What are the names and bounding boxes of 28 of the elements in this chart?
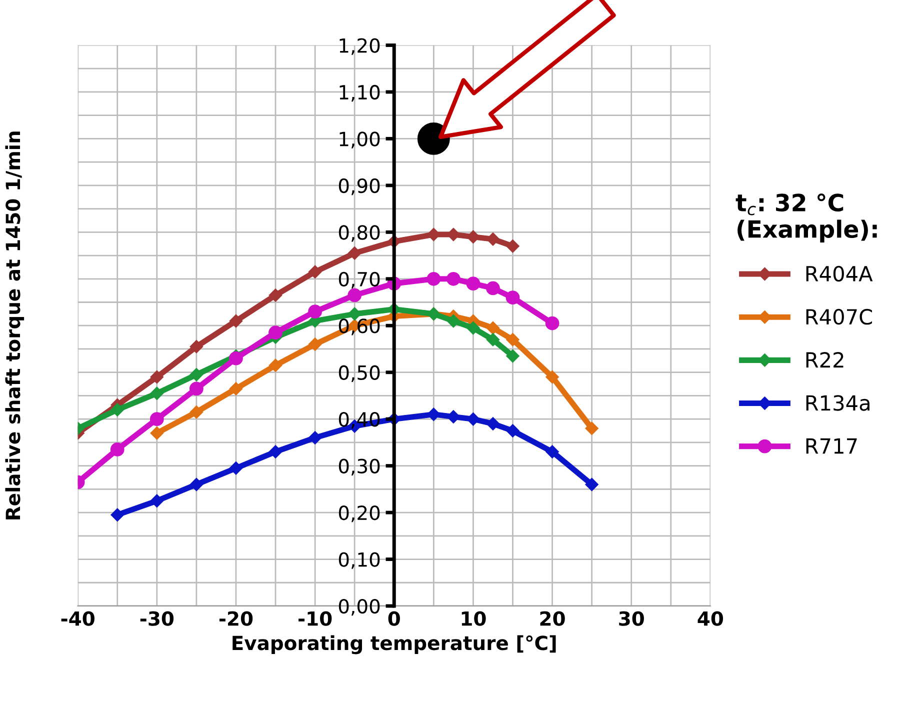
legend-label: R717 [806, 438, 857, 454]
x-tick-label: 30 [619, 611, 644, 626]
y-tick-label: 0,00 [338, 598, 380, 616]
y-tick-label: 1,00 [340, 132, 380, 148]
x-tick-label: 20 [540, 611, 565, 626]
y-tick-label: 0,20 [338, 505, 380, 522]
x-tick-label: -20 [219, 611, 253, 626]
y-tick-label: 0,90 [338, 178, 380, 196]
y-tick-label: 0,70 [338, 272, 380, 289]
y-tick-label: 0,80 [338, 225, 380, 242]
legend-label: R134a [806, 395, 870, 411]
x-tick-label: -40 [61, 611, 94, 626]
y-tick-label: 0,30 [338, 458, 380, 476]
legend-label: R22 [806, 352, 844, 368]
y-axis-title: Relative shaft torque at 1450 1/min [5, 132, 24, 520]
x-axis-title: Evaporating temperature [°C] [232, 635, 556, 654]
x-tick-label: -30 [140, 611, 174, 626]
legend-label: R407C [806, 308, 872, 325]
x-tick-label: -10 [298, 611, 332, 626]
legend-title: t$_{c}$: 32 °C (Example): [736, 194, 877, 243]
x-tick-label: 40 [698, 611, 724, 626]
y-tick-label: 0,50 [338, 365, 380, 382]
y-tick-label: 1,20 [340, 38, 380, 55]
y-tick-label: 1,10 [340, 84, 380, 102]
legend-label: R404A [806, 266, 873, 282]
x-tick-label: 0 [388, 611, 400, 626]
y-tick-label: 0,10 [338, 552, 380, 569]
x-tick-label: 10 [462, 611, 486, 626]
